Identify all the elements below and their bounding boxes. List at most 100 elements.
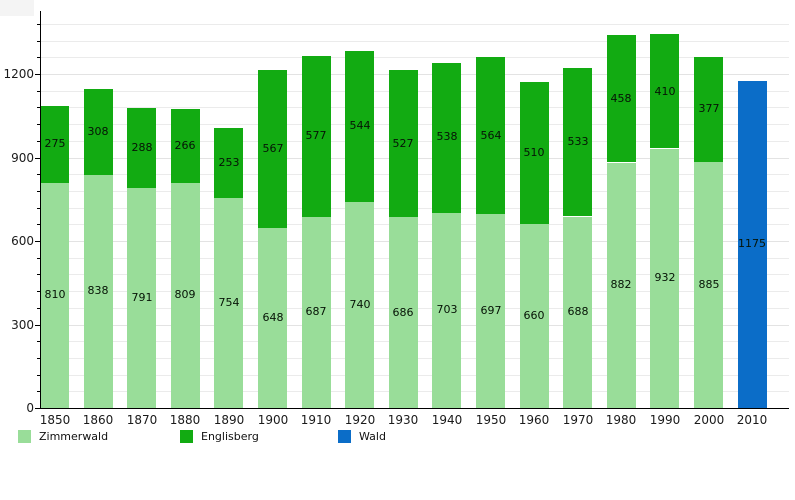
bar-value-label: 458 — [610, 92, 632, 105]
y-axis-minor-tick — [37, 358, 40, 359]
y-axis-tick — [35, 74, 40, 75]
x-axis-label-2000: 2000 — [693, 413, 725, 427]
minor-gridline — [41, 41, 789, 42]
bar-segment-englisberg-1950 — [476, 57, 505, 214]
y-axis-minor-tick — [37, 341, 40, 342]
x-axis-label-1930: 1930 — [387, 413, 419, 427]
y-axis-minor-tick — [37, 308, 40, 309]
legend-label: Englisberg — [201, 430, 259, 443]
bar-value-label: 688 — [567, 305, 589, 318]
x-axis-label-2010: 2010 — [736, 413, 768, 427]
bar-segment-englisberg-1930 — [389, 70, 418, 217]
bar-value-label: 810 — [44, 288, 66, 301]
bar-value-label: 308 — [87, 125, 109, 138]
y-axis-minor-tick — [37, 258, 40, 259]
y-axis-tick-label: 1200 — [3, 67, 34, 81]
bar-value-label: 577 — [305, 129, 327, 142]
y-axis-tick — [35, 325, 40, 326]
bar-segment-zimmerwald-1890 — [214, 198, 243, 408]
y-axis-minor-tick — [37, 191, 40, 192]
bar-segment-zimmerwald-1910 — [302, 217, 331, 408]
bar-value-label: 567 — [262, 142, 284, 155]
y-axis-minor-tick — [37, 141, 40, 142]
legend-swatch-zimmerwald — [18, 430, 31, 443]
bar-segment-englisberg-1900 — [258, 70, 287, 228]
bar-segment-zimmerwald-1930 — [389, 217, 418, 408]
bar-value-label: 275 — [44, 137, 66, 150]
bar-value-label: 687 — [305, 305, 327, 318]
x-axis-line — [40, 408, 789, 409]
bar-value-label: 885 — [698, 278, 720, 291]
bar-segment-englisberg-2000 — [694, 57, 723, 162]
x-axis-label-1990: 1990 — [649, 413, 681, 427]
y-axis-tick-label: 900 — [11, 151, 34, 165]
legend-item-zimmerwald: Zimmerwald — [18, 429, 158, 445]
bar-value-label: 648 — [262, 311, 284, 324]
bar-segment-zimmerwald-1860 — [84, 175, 113, 408]
y-axis-minor-tick — [37, 91, 40, 92]
bar-value-label: 882 — [610, 278, 632, 291]
bar-segment-zimmerwald-1990 — [650, 149, 679, 408]
bar-segment-englisberg-1960 — [520, 82, 549, 224]
bar-segment-zimmerwald-1900 — [258, 228, 287, 408]
x-axis-label-1950: 1950 — [475, 413, 507, 427]
bar-segment-zimmerwald-1880 — [171, 183, 200, 408]
y-axis-minor-tick — [37, 107, 40, 108]
bar-value-label: 838 — [87, 284, 109, 297]
x-axis-label-1940: 1940 — [431, 413, 463, 427]
y-axis-minor-tick — [37, 57, 40, 58]
x-axis-label-1960: 1960 — [518, 413, 550, 427]
legend-item-wald: Wald — [338, 429, 478, 445]
bar-segment-zimmerwald-1920 — [345, 202, 374, 408]
bar-segment-englisberg-1980 — [607, 35, 636, 162]
bar-segment-englisberg-1880 — [171, 109, 200, 183]
y-axis-tick — [35, 158, 40, 159]
bar-value-label: 564 — [480, 129, 502, 142]
y-axis-tick-label: 0 — [26, 401, 34, 415]
x-axis-label-1900: 1900 — [257, 413, 289, 427]
y-axis-tick-label: 300 — [11, 318, 34, 332]
y-axis-tick — [35, 408, 40, 409]
bar-value-label: 791 — [131, 291, 153, 304]
bar-segment-englisberg-1850 — [40, 106, 69, 183]
bar-value-label: 510 — [523, 146, 545, 159]
x-axis-label-1970: 1970 — [562, 413, 594, 427]
bar-segment-englisberg-1970 — [563, 68, 592, 216]
legend-swatch-wald — [338, 430, 351, 443]
bar-value-label: 754 — [218, 296, 240, 309]
y-axis-minor-tick — [37, 291, 40, 292]
bar-segment-zimmerwald-1970 — [563, 217, 592, 408]
minor-gridline — [41, 57, 789, 58]
bar-segment-englisberg-1990 — [650, 34, 679, 148]
bar-value-label: 809 — [174, 288, 196, 301]
x-axis-label-1850: 1850 — [39, 413, 71, 427]
x-axis-label-1870: 1870 — [126, 413, 158, 427]
bar-segment-zimmerwald-1960 — [520, 224, 549, 408]
bar-value-label: 266 — [174, 139, 196, 152]
y-axis-minor-tick — [37, 41, 40, 42]
y-axis-minor-tick — [37, 375, 40, 376]
y-axis-minor-tick — [37, 391, 40, 392]
bar-segment-zimmerwald-2000 — [694, 162, 723, 408]
bar-segment-englisberg-1940 — [432, 63, 461, 213]
y-axis-minor-tick — [37, 174, 40, 175]
bar-segment-zimmerwald-1950 — [476, 214, 505, 408]
minor-gridline — [41, 24, 789, 25]
bar-value-label: 703 — [436, 303, 458, 316]
bar-value-label: 538 — [436, 130, 458, 143]
bar-segment-zimmerwald-1980 — [607, 163, 636, 408]
bar-value-label: 686 — [392, 306, 414, 319]
bar-value-label: 740 — [349, 298, 371, 311]
bar-value-label: 660 — [523, 309, 545, 322]
y-axis-tick-label: 600 — [11, 234, 34, 248]
bar-value-label: 932 — [654, 271, 676, 284]
bar-value-label: 377 — [698, 102, 720, 115]
y-axis-tick — [35, 241, 40, 242]
corner-artifact — [0, 0, 34, 16]
bar-segment-englisberg-1890 — [214, 128, 243, 198]
bar-value-label: 288 — [131, 141, 153, 154]
x-axis-label-1980: 1980 — [605, 413, 637, 427]
y-axis-minor-tick — [37, 24, 40, 25]
y-axis-line — [40, 11, 41, 409]
